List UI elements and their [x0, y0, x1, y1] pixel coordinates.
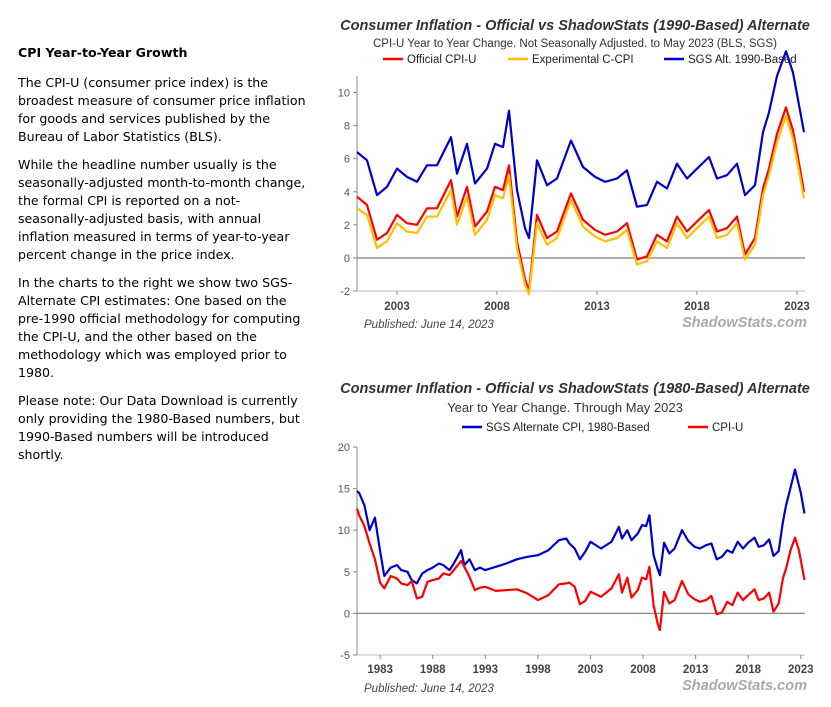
x-tick-label: 2023 — [784, 301, 810, 313]
chart-plot-area — [355, 468, 806, 632]
series-line-official-cpi-u — [356, 106, 806, 293]
chart-subtitle: Year to Year Change. Through May 2023 — [447, 400, 683, 415]
legend-label: SGS Alt. 1990-Based — [688, 54, 797, 66]
panel-heading: CPI Year-to-Year Growth — [18, 45, 188, 60]
x-tick-label: 2018 — [735, 664, 761, 676]
series-line-sgs-alternate-cpi-1980-based — [356, 468, 806, 585]
x-tick-label: 2023 — [788, 664, 814, 676]
y-tick-label: 4 — [344, 187, 350, 199]
x-tick-label: 1983 — [367, 664, 393, 676]
x-tick-label: 1993 — [473, 664, 499, 676]
x-tick-label: 2008 — [630, 664, 656, 676]
y-tick-label: 6 — [344, 154, 350, 166]
panel-paragraph-3: In the charts to the right we show two S… — [18, 275, 301, 380]
x-tick-label: 2018 — [684, 301, 710, 313]
chart-legend: Official CPI-U Experimental C-CPI SGS Alt.… — [383, 54, 797, 66]
chart-title: Consumer Inflation - Official vs ShadowS… — [340, 18, 810, 34]
y-tick-label: 5 — [344, 567, 350, 579]
chart-title: Consumer Inflation - Official vs ShadowS… — [340, 381, 810, 397]
legend-item-sgs-alternate-cpi-1980-based: SGS Alternate CPI, 1980-Based — [462, 422, 650, 434]
y-tick-label: 10 — [338, 525, 350, 537]
chart-axes: -5 0 5 10 15 20 1983 1988 1993 1998 2003 2008 2013 20… — [338, 442, 814, 676]
y-tick-label: 20 — [338, 442, 350, 454]
x-tick-label: 2008 — [484, 301, 510, 313]
y-tick-label: -5 — [340, 650, 350, 662]
x-tick-label: 2013 — [683, 664, 709, 676]
chart-axes: -2 0 2 4 6 8 10 2003 2008 2013 2018 2023 — [338, 76, 810, 313]
y-tick-label: 0 — [344, 608, 350, 620]
x-tick-label: 1988 — [420, 664, 446, 676]
chart-1990-svg: Consumer Inflation - Official vs ShadowS… — [338, 18, 810, 331]
published-date: Published: June 14, 2023 — [364, 319, 494, 331]
chart-subtitle: CPI-U Year to Year Change. Not Seasonall… — [373, 38, 777, 50]
panel-paragraph-2: While the headline number usually is the… — [18, 157, 306, 262]
watermark: ShadowStats.com — [682, 678, 807, 694]
watermark: ShadowStats.com — [682, 315, 807, 331]
y-tick-label: -2 — [340, 286, 350, 298]
series-line-cpi-u — [355, 508, 806, 632]
chart-1990-based: Consumer Inflation - Official vs ShadowS… — [335, 10, 820, 344]
y-tick-label: 10 — [338, 88, 350, 100]
panel-paragraph-1: The CPI-U (consumer price index) is the … — [18, 75, 306, 144]
series-line-experimental-c-cpi — [356, 114, 806, 296]
series-line-sgs-alt-1990-based — [356, 50, 806, 240]
x-tick-label: 2003 — [578, 664, 604, 676]
y-tick-label: 15 — [338, 484, 350, 496]
x-tick-label: 1998 — [525, 664, 551, 676]
y-tick-label: 2 — [344, 220, 350, 232]
legend-item-sgs-alt-1990-based: SGS Alt. 1990-Based — [664, 54, 797, 66]
published-date: Published: June 14, 2023 — [364, 683, 494, 695]
legend-item-official-cpi-u: Official CPI-U — [383, 54, 476, 66]
legend-label: Experimental C-CPI — [532, 54, 634, 66]
x-tick-label: 2003 — [384, 301, 410, 313]
y-tick-label: 0 — [344, 253, 350, 265]
y-tick-label: 8 — [344, 121, 350, 133]
chart-plot-area — [356, 50, 806, 296]
chart-1980-svg: Consumer Inflation - Official vs ShadowS… — [338, 381, 814, 695]
x-tick-label: 2013 — [584, 301, 610, 313]
legend-label: Official CPI-U — [407, 54, 476, 66]
legend-label: CPI-U — [712, 422, 743, 434]
legend-label: SGS Alternate CPI, 1980-Based — [486, 422, 650, 434]
legend-item-cpi-u: CPI-U — [688, 422, 743, 434]
description-panel: CPI Year-to-Year Growth The CPI-U (consu… — [18, 44, 310, 474]
chart-legend: SGS Alternate CPI, 1980-Based CPI-U — [462, 422, 743, 434]
legend-item-experimental-c-cpi: Experimental C-CPI — [508, 54, 634, 66]
chart-1980-based: Consumer Inflation - Official vs ShadowS… — [335, 375, 820, 704]
panel-paragraph-4: Please note: Our Data Download is curren… — [18, 393, 300, 462]
